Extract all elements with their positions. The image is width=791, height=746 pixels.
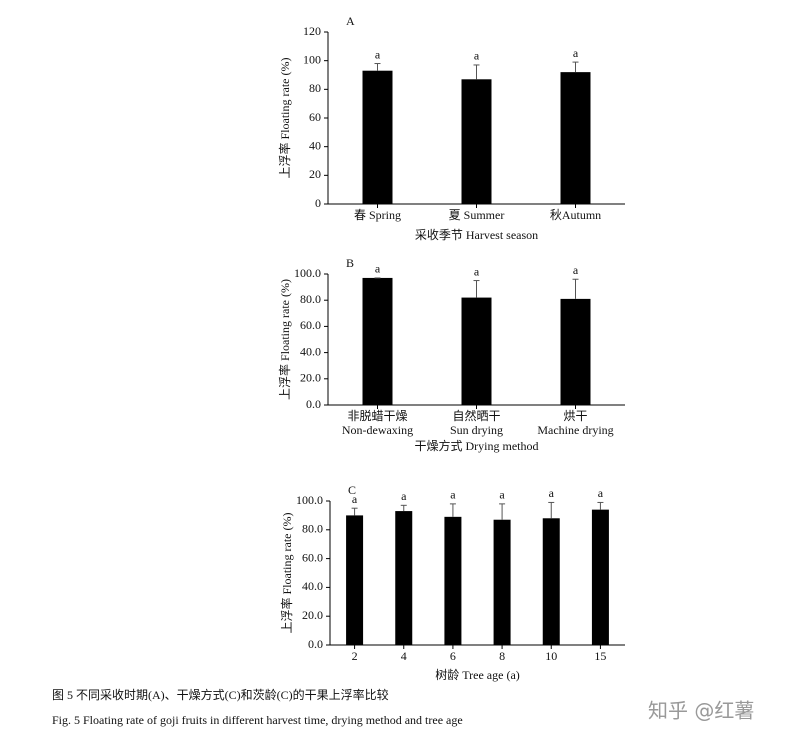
y-tick-label: 60.0 xyxy=(302,550,323,564)
bar xyxy=(461,79,492,204)
x-tick-label-en: Sun drying xyxy=(450,423,503,437)
bar xyxy=(493,519,511,645)
panel-label: B xyxy=(346,256,354,270)
bar xyxy=(560,298,591,405)
bar xyxy=(461,297,492,405)
y-tick-label: 0.0 xyxy=(308,637,323,651)
x-tick-label-en: Machine drying xyxy=(537,423,613,437)
y-tick-label: 40.0 xyxy=(300,344,321,358)
significance-letter: a xyxy=(375,47,381,61)
bar xyxy=(362,277,393,405)
significance-letter: a xyxy=(573,46,579,60)
y-axis-label: 上浮率 Floating rate (%) xyxy=(277,279,292,400)
y-tick-label: 60.0 xyxy=(300,318,321,332)
caption-cn: 图 5 不同采收时期(A)、干燥方式(C)和茨龄(C)的干果上浮率比较 xyxy=(52,687,389,702)
bar xyxy=(444,516,462,645)
significance-letter: a xyxy=(549,486,555,500)
x-tick-label: 烘干 xyxy=(563,409,587,423)
y-tick-label: 40.0 xyxy=(302,579,323,593)
x-tick-label: 春 Spring xyxy=(354,208,401,222)
x-tick-label: 15 xyxy=(594,649,606,663)
x-tick-label: 非脱蜡干燥 xyxy=(347,408,407,423)
x-tick-label: 秋Autumn xyxy=(550,208,601,222)
significance-letter: a xyxy=(450,488,456,502)
y-tick-label: 100.0 xyxy=(294,266,321,280)
y-tick-label: 40 xyxy=(309,138,321,152)
significance-letter: a xyxy=(598,486,604,500)
x-axis-label: 干燥方式 Drying method xyxy=(415,438,539,453)
significance-letter: a xyxy=(474,264,480,278)
y-tick-label: 100 xyxy=(303,52,321,66)
bar xyxy=(591,509,609,645)
caption-en: Fig. 5 Floating rate of goji fruits in d… xyxy=(52,713,463,727)
y-tick-label: 60 xyxy=(309,110,321,124)
significance-letter: a xyxy=(499,488,505,502)
x-tick-label-en: Non-dewaxing xyxy=(342,423,413,437)
significance-letter: a xyxy=(352,492,358,506)
y-axis-label: 上浮率 Floating rate (%) xyxy=(277,58,292,179)
significance-letter: a xyxy=(474,49,480,63)
watermark: 知乎 @红薯 xyxy=(648,699,754,723)
x-axis-label: 采收季节 Harvest season xyxy=(415,228,538,242)
y-tick-label: 20.0 xyxy=(300,371,321,385)
panel-label: A xyxy=(346,14,355,28)
y-tick-label: 20.0 xyxy=(302,608,323,622)
bar xyxy=(346,515,364,645)
y-tick-label: 80 xyxy=(309,81,321,95)
x-tick-label: 6 xyxy=(450,649,456,663)
y-tick-label: 20 xyxy=(309,167,321,181)
bar xyxy=(542,518,560,645)
significance-letter: a xyxy=(573,263,579,277)
y-tick-label: 80.0 xyxy=(300,292,321,306)
bar xyxy=(362,70,393,204)
x-tick-label: 2 xyxy=(352,649,358,663)
x-axis-label: 树龄 Tree age (a) xyxy=(435,667,520,682)
panel-label: C xyxy=(348,483,356,497)
x-tick-label: 自然晒干 xyxy=(452,408,500,423)
bar xyxy=(395,511,413,645)
y-axis-label: 上浮率 Floating rate (%) xyxy=(279,513,294,634)
x-tick-label: 10 xyxy=(545,649,557,663)
y-tick-label: 120 xyxy=(303,24,321,38)
significance-letter: a xyxy=(401,489,407,503)
bar xyxy=(560,72,591,204)
y-tick-label: 0.0 xyxy=(306,397,321,411)
x-tick-label: 8 xyxy=(499,649,505,663)
x-tick-label: 夏 Summer xyxy=(449,208,505,222)
x-tick-label: 4 xyxy=(401,649,407,663)
y-tick-label: 100.0 xyxy=(296,493,323,507)
y-tick-label: 80.0 xyxy=(302,522,323,536)
significance-letter: a xyxy=(375,262,381,276)
y-tick-label: 0 xyxy=(315,196,321,210)
